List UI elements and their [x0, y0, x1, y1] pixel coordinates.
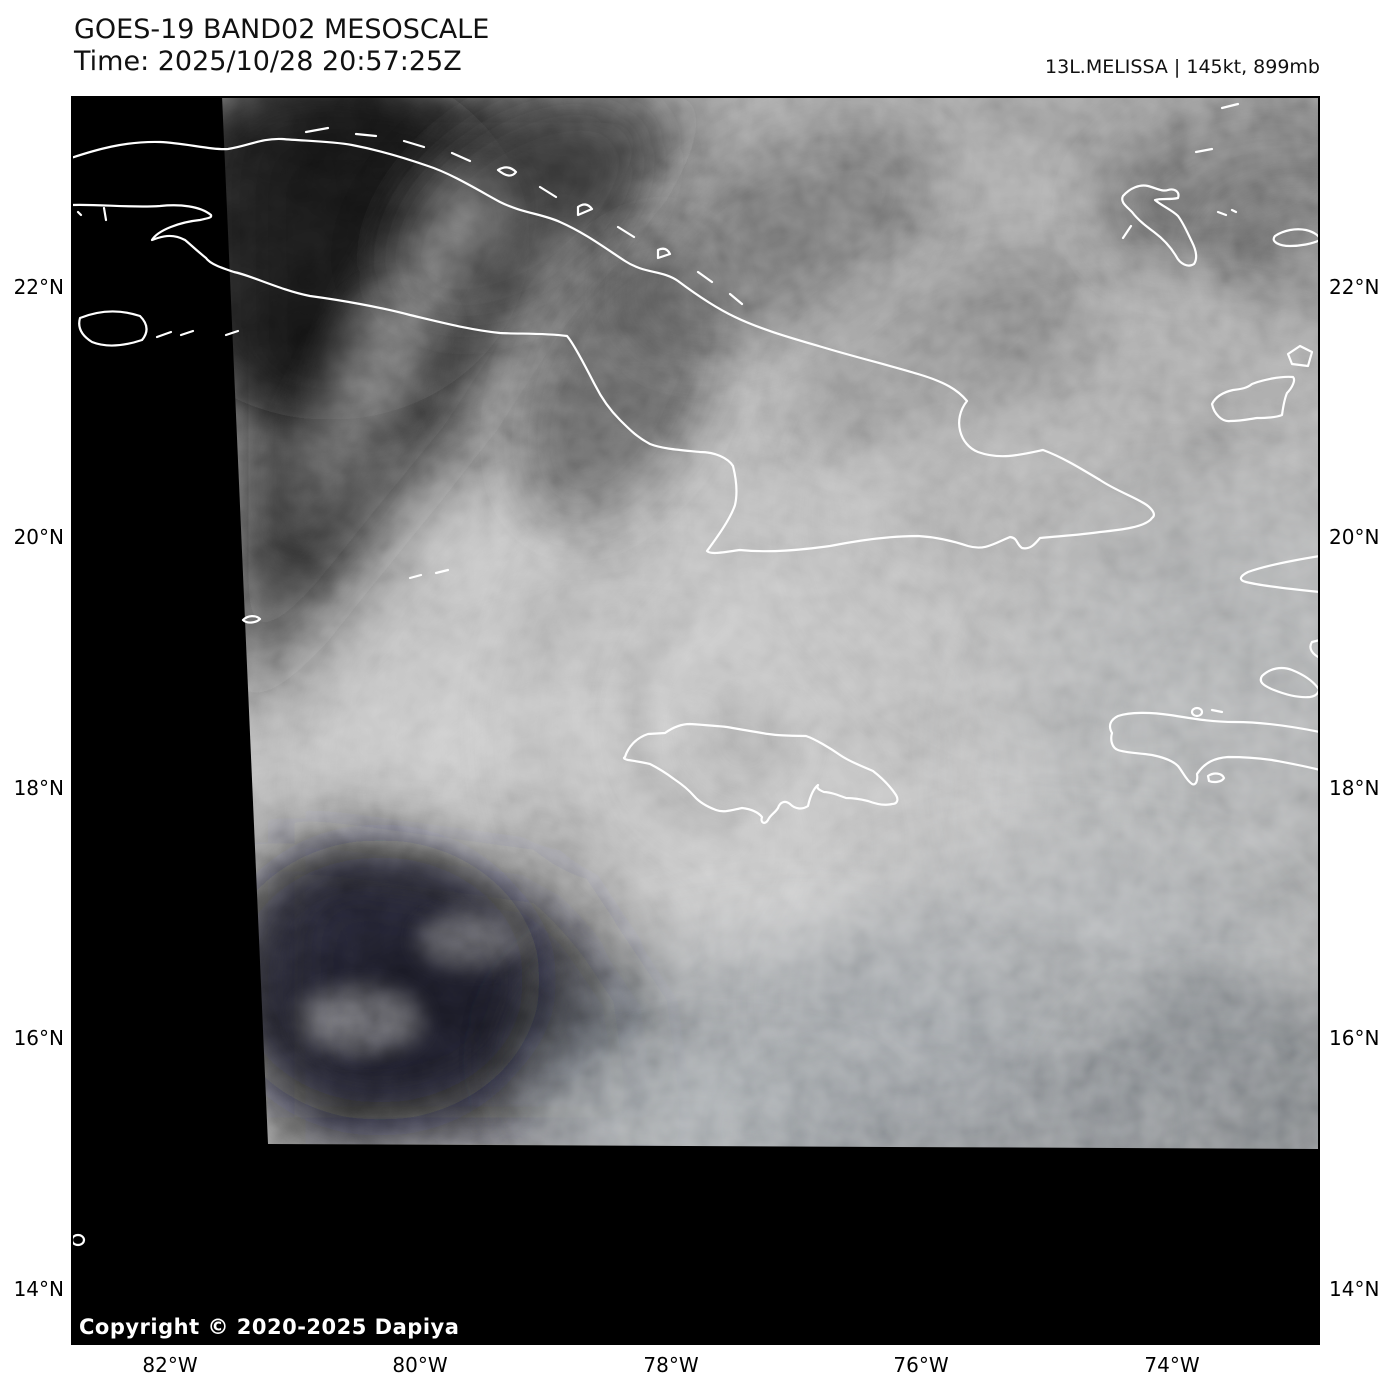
timestamp-label: Time: 2025/10/28 20:57:25Z [74, 46, 462, 77]
lat-label-left-14n: 14°N [13, 1277, 64, 1301]
title-block: GOES-19 BAND02 MESOSCALE Time: 2025/10/2… [74, 14, 489, 78]
lon-label-76w: 76°W [893, 1353, 949, 1377]
coastline-cuba [71, 137, 1155, 555]
lat-label-right-14n: 14°N [1329, 1277, 1380, 1301]
lon-label-74w: 74°W [1144, 1353, 1200, 1377]
page-title: GOES-19 BAND02 MESOSCALE [74, 14, 490, 45]
lat-label-right-16n: 16°N [1329, 1026, 1380, 1050]
lon-label-80w: 80°W [392, 1353, 448, 1377]
lat-label-left-16n: 16°N [13, 1026, 64, 1050]
lat-label-left-18n: 18°N [13, 776, 64, 800]
coastline-haiti [1108, 711, 1320, 786]
lat-label-right-18n: 18°N [1329, 776, 1380, 800]
copyright-label: Copyright © 2020-2025 Dapiya [79, 1315, 460, 1339]
satellite-map [71, 96, 1320, 1345]
lat-label-right-22n: 22°N [1329, 275, 1380, 299]
lat-label-right-20n: 20°N [1329, 525, 1380, 549]
coastlines-overlay [71, 102, 1320, 1247]
lon-label-82w: 82°W [142, 1353, 198, 1377]
storm-info-label: 13L.MELISSA | 145kt, 899mb [1045, 56, 1320, 78]
lon-label-78w: 78°W [643, 1353, 699, 1377]
coastline-jamaica [622, 722, 899, 824]
satellite-image [222, 96, 1320, 1149]
plot-frame [71, 96, 1320, 1345]
lat-label-left-22n: 22°N [13, 275, 64, 299]
lat-label-left-20n: 20°N [13, 525, 64, 549]
